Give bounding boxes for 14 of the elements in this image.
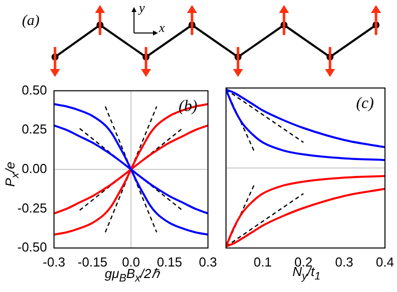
x-tick-label: 0.3: [198, 254, 218, 270]
y-tick-label: -0.50: [17, 240, 47, 255]
annotation: (c): [356, 95, 374, 112]
y-tick-label: 0.00: [22, 160, 47, 176]
x-tick-label: 0.1: [254, 254, 272, 270]
y-tick-label: 0.25: [22, 122, 47, 137]
y-tick-label: 0.50: [22, 82, 47, 98]
x-tick-label: 0.3: [335, 254, 354, 270]
text: (a): [22, 13, 40, 30]
x-tick-label: 0.15: [156, 254, 182, 270]
x-tick-label: 0.4: [376, 254, 394, 270]
y-tick-label: -0.25: [17, 200, 47, 216]
x-tick-label: -0.3: [42, 254, 66, 270]
x-tick-label: -0.15: [78, 254, 108, 270]
